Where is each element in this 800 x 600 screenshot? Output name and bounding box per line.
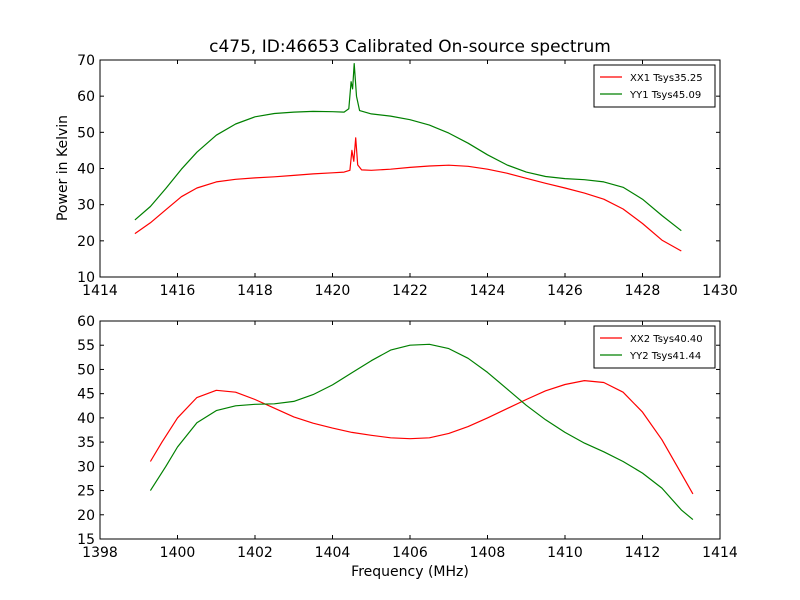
legend-label: XX2 Tsys40.40: [630, 334, 703, 345]
x-tick-label: 1426: [547, 283, 583, 299]
spectrum-panel-1: 1414 1416 1418 1420 1422 1424 1426 1428 1430 10 20…: [77, 53, 738, 299]
y-tick-label: 10: [77, 270, 95, 286]
y-tick-label: 40: [77, 162, 95, 178]
y-tick-label: 25: [77, 484, 95, 500]
y-tick-label: 50: [77, 362, 95, 378]
legend-label: YY2 Tsys41.44: [629, 351, 701, 362]
y-tick-label: 30: [77, 459, 95, 475]
legend-box: [593, 325, 716, 369]
x-tick-label: 1412: [625, 545, 661, 561]
legend-label: YY1 Tsys45.09: [629, 90, 701, 101]
y-tick-label: 30: [77, 198, 95, 214]
x-tick-label: 1422: [392, 283, 428, 299]
series-line-xx1: [134, 137, 682, 252]
spectrum-panel-2: 1398 1400 1402 1404 1406 1408 1410 1412 1414 15 20…: [77, 314, 738, 561]
y-tick-label: 35: [77, 435, 95, 451]
x-tick-label: 1414: [82, 283, 118, 299]
x-tick-label: 1430: [702, 283, 738, 299]
legend-label: XX1 Tsys35.25: [630, 73, 703, 84]
x-tick-label: 1428: [625, 283, 661, 299]
x-tick-label: 1408: [470, 545, 506, 561]
y-tick-label: 20: [77, 234, 95, 250]
x-tick-label: 1414: [702, 545, 738, 561]
y-tick-label: 15: [77, 532, 95, 548]
series-line-xx2: [149, 380, 694, 495]
y-tick-label: 55: [77, 338, 95, 354]
chart-title: c475, ID:46653 Calibrated On-source spec…: [209, 37, 611, 57]
x-axis-label: Frequency (MHz): [351, 564, 469, 580]
y-tick-label: 60: [77, 314, 95, 330]
series-line-yy1: [134, 63, 682, 232]
x-tick-label: 1400: [160, 545, 196, 561]
y-tick-label: 20: [77, 508, 95, 524]
x-tick-label: 1418: [237, 283, 273, 299]
y-tick-label: 70: [77, 53, 95, 69]
x-tick-label: 1406: [392, 545, 428, 561]
x-tick-label: 1416: [160, 283, 196, 299]
x-tick-label: 1402: [237, 545, 273, 561]
series-line-yy2: [149, 343, 694, 521]
y-tick-label: 40: [77, 411, 95, 427]
x-tick-label: 1410: [547, 545, 583, 561]
x-tick-label: 1398: [82, 545, 118, 561]
x-tick-label: 1420: [315, 283, 351, 299]
legend-box: [593, 64, 716, 108]
y-axis-label: Power in Kelvin: [55, 115, 71, 221]
y-tick-label: 60: [77, 89, 95, 105]
y-tick-label: 45: [77, 387, 95, 403]
x-tick-label: 1404: [315, 545, 351, 561]
y-tick-label: 50: [77, 125, 95, 141]
x-tick-label: 1424: [470, 283, 506, 299]
